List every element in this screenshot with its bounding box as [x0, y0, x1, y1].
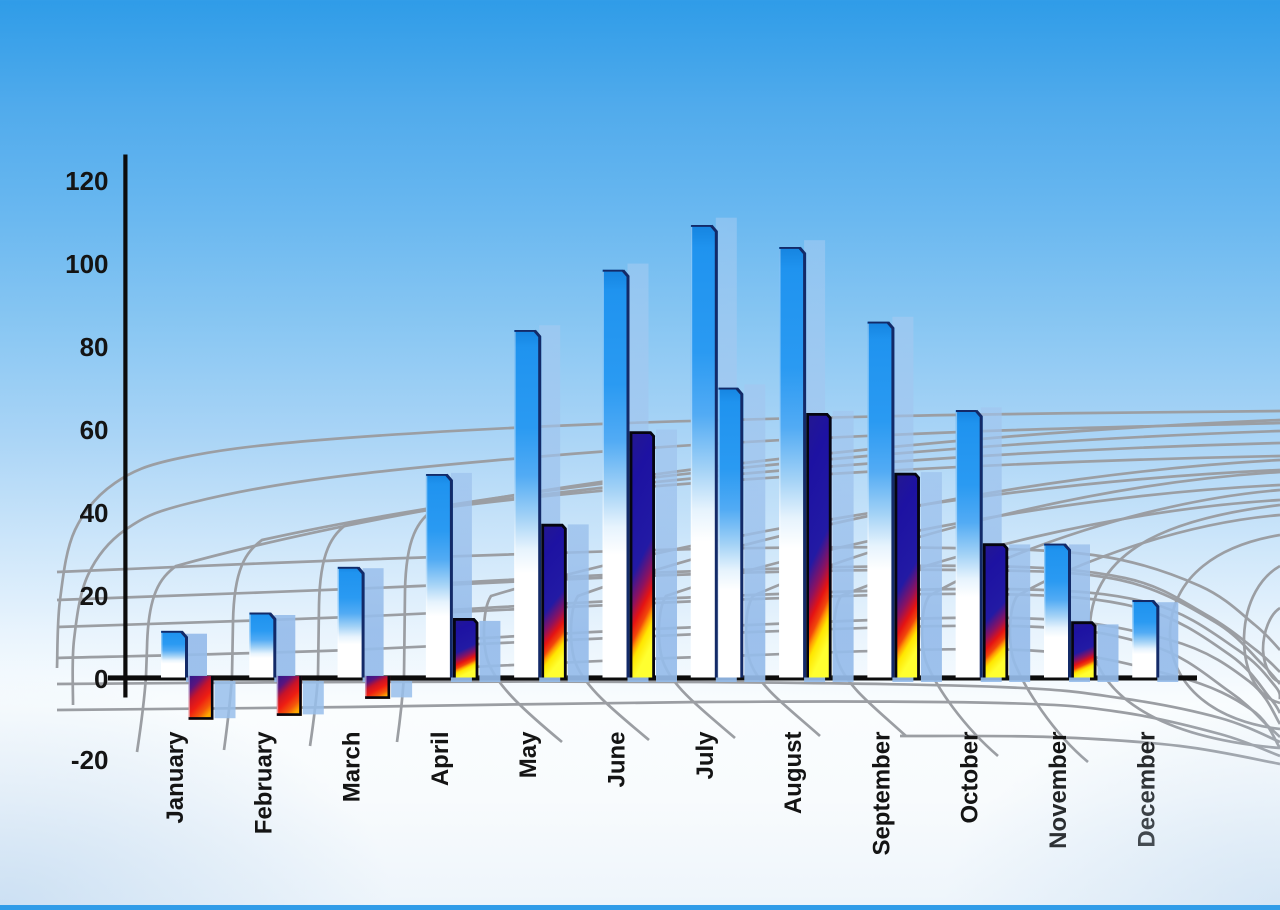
svg-text:April: April [427, 732, 454, 787]
svg-text:July: July [692, 731, 719, 780]
svg-text:40: 40 [80, 498, 109, 528]
svg-text:100: 100 [65, 249, 108, 279]
svg-text:February: February [250, 731, 277, 834]
svg-text:80: 80 [80, 332, 109, 362]
svg-text:October: October [957, 732, 984, 824]
svg-text:September: September [868, 732, 895, 856]
svg-text:December: December [1133, 732, 1160, 848]
svg-text:0: 0 [94, 664, 108, 694]
svg-text:May: May [515, 731, 542, 778]
svg-text:March: March [339, 732, 366, 803]
svg-text:20: 20 [80, 581, 109, 611]
svg-text:-20: -20 [71, 745, 109, 775]
svg-text:June: June [604, 732, 631, 788]
svg-text:January: January [162, 731, 189, 824]
svg-text:60: 60 [80, 415, 109, 445]
svg-text:August: August [780, 731, 807, 814]
svg-text:November: November [1045, 732, 1072, 849]
svg-text:120: 120 [65, 166, 108, 196]
